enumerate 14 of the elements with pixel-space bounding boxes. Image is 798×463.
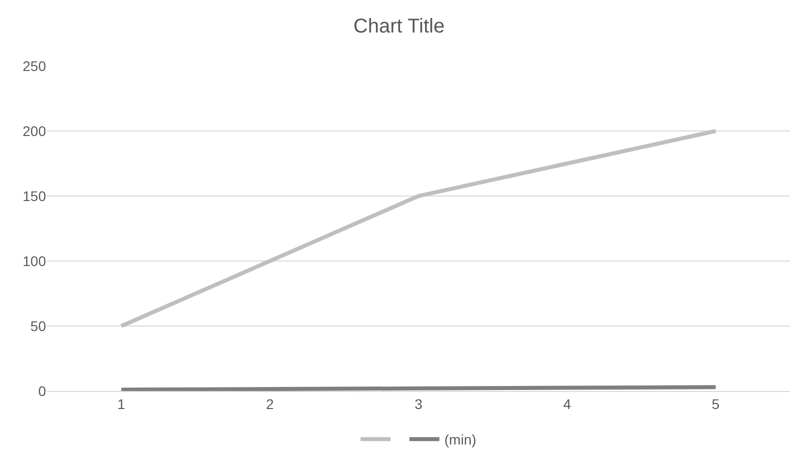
legend-label: (min) (444, 432, 476, 448)
x-tick-label: 3 (414, 396, 423, 412)
y-tick-label: 100 (22, 252, 46, 269)
y-tick-label: 250 (22, 58, 46, 74)
x-tick-label: 5 (712, 396, 720, 412)
y-tick-label: 50 (30, 318, 46, 334)
line-series (119, 129, 718, 328)
x-tick-label: 1 (117, 396, 126, 412)
x-tick-label: 4 (563, 396, 572, 412)
x-tick-label: 2 (266, 396, 274, 412)
chart-title: Chart Title (353, 16, 445, 38)
y-tick-label: 0 (38, 382, 46, 399)
y-tick-label: 200 (22, 122, 46, 139)
y-tick-label: 150 (22, 188, 46, 204)
